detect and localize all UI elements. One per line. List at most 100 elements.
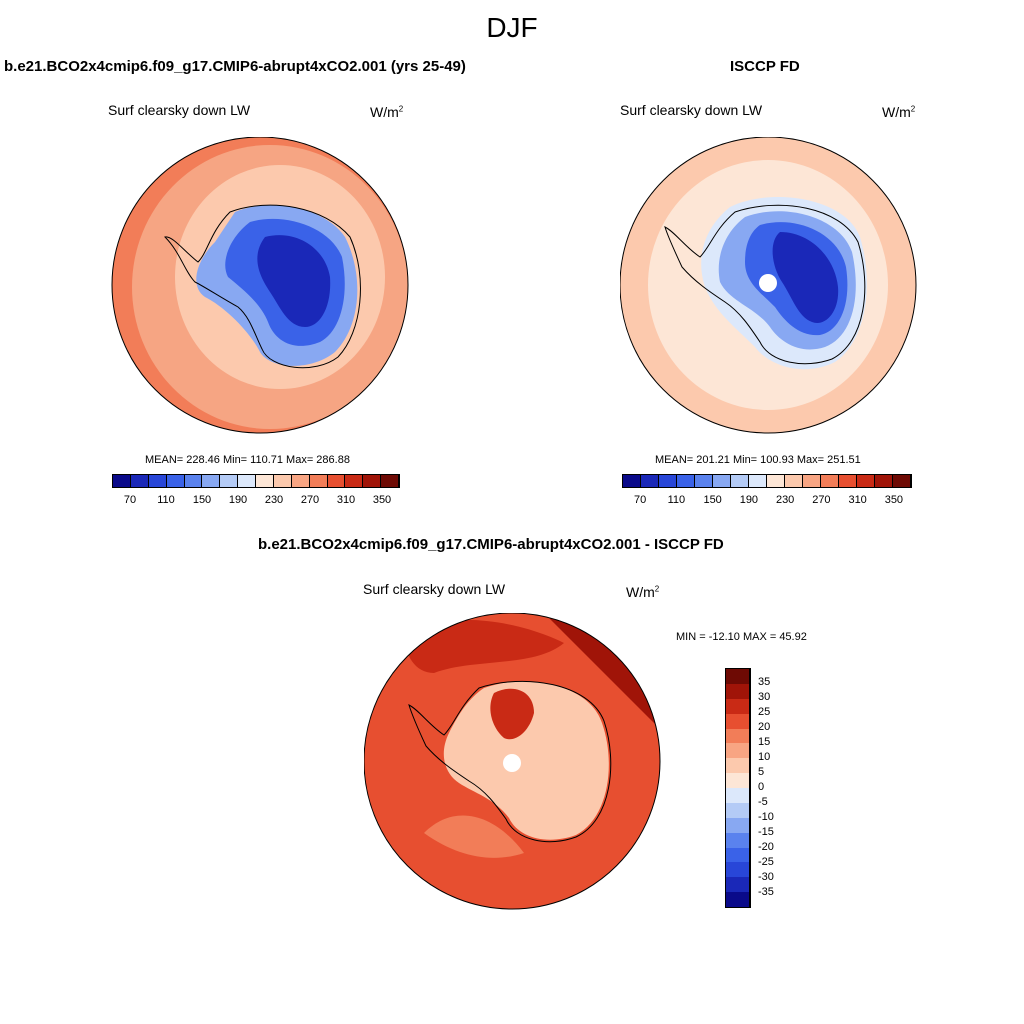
obs-map-border (620, 137, 917, 434)
model-stats: MEAN= 228.46 Min= 110.71 Max= 286.88 (145, 454, 350, 466)
obs-colorbar-swatch (641, 475, 659, 487)
diff-colorbar-swatch (726, 802, 750, 818)
obs-colorbar-swatch (857, 475, 875, 487)
model-colorbar-tick-label: 70 (123, 494, 137, 506)
model-colorbar-tick-label: 310 (336, 494, 356, 506)
diff-colorbar-swatch (726, 698, 750, 714)
model-colorbar (112, 474, 400, 488)
diff-colorbar-swatch (726, 743, 750, 759)
obs-colorbar-swatch (713, 475, 731, 487)
diff-colorbar-swatch (726, 847, 750, 863)
diff-colorbar-tick-label: -5 (758, 796, 768, 808)
model-colorbar-tick-label: 230 (264, 494, 284, 506)
model-colorbar-swatch (148, 475, 167, 487)
diff-colorbar-swatch (726, 832, 750, 848)
diff-minmax: MIN = -12.10 MAX = 45.92 (676, 631, 807, 643)
diff-ice (443, 681, 609, 840)
diff-coastline (408, 680, 612, 843)
diff-units-label: W/m2 (626, 584, 660, 600)
obs-colorbar-tick-label: 270 (812, 494, 831, 506)
diff-colorbar-tick-label: 35 (758, 676, 771, 688)
obs-colorbar-swatch (623, 475, 641, 487)
diff-colorbar-swatch (726, 817, 750, 833)
obs-panel-title: ISCCP FD (730, 58, 800, 75)
model-colorbar-swatch (220, 475, 239, 487)
model-colorbar-swatch (273, 475, 292, 487)
model-colorbar-swatch (256, 475, 274, 487)
model-coastline (164, 204, 361, 369)
diff-colorbar-tick-label: -20 (758, 841, 774, 853)
obs-colorbar-swatch (767, 475, 785, 487)
model-colorbar-swatch (309, 475, 328, 487)
obs-colorbar-swatch (821, 475, 839, 487)
model-variable-label: Surf clearsky down LW (108, 102, 251, 118)
obs-polar-map (620, 137, 917, 434)
diff-colorbar-tick-label: -25 (758, 856, 774, 868)
obs-colorbar-swatch (659, 475, 677, 487)
diff-colorbar-swatch (726, 773, 750, 788)
obs-colorbar-tick-label: 190 (739, 494, 759, 506)
obs-colorbar-tick-label: 350 (884, 494, 904, 506)
diff-pole-hole (503, 754, 521, 772)
obs-colorbar-swatch (749, 475, 767, 487)
diff-colorbar-tick-label: -10 (758, 811, 774, 823)
model-colorbar-tick-label: 190 (228, 494, 248, 506)
diff-colorbar-tick-label: 30 (758, 691, 771, 703)
diff-colorbar-tick-label: 10 (758, 751, 771, 763)
obs-colorbar-swatch (839, 475, 857, 487)
model-colorbar-tick-label: 350 (372, 494, 392, 506)
model-colorbar-swatch (184, 475, 203, 487)
diff-colorbar-swatch (726, 683, 750, 699)
model-colorbar-tick-label: 270 (300, 494, 320, 506)
model-colorbar-swatch (130, 475, 149, 487)
diff-variable-label: Surf clearsky down LW (363, 581, 506, 597)
obs-colorbar-swatch (677, 475, 695, 487)
model-panel-title: b.e21.BCO2x4cmip6.f09_g17.CMIP6-abrupt4x… (4, 58, 466, 75)
obs-colorbar-tick-label: 110 (667, 494, 686, 506)
diff-colorbar-tick-label: 15 (758, 736, 771, 748)
diff-colorbar-tick-label: -15 (758, 826, 774, 838)
diff-colorbar (725, 668, 751, 908)
diff-colorbar-swatch (726, 862, 750, 878)
obs-colorbar-swatch (803, 475, 821, 487)
diff-colorbar-swatch (726, 713, 750, 729)
model-colorbar-swatch (238, 475, 256, 487)
diff-panel-title: b.e21.BCO2x4cmip6.f09_g17.CMIP6-abrupt4x… (258, 536, 724, 553)
diff-field-light (424, 815, 524, 858)
model-colorbar-swatch (381, 475, 399, 487)
model-colorbar-tick-label: 110 (157, 494, 175, 506)
model-colorbar-swatch (166, 475, 185, 487)
diff-colorbar-tick-label: -30 (758, 871, 774, 883)
obs-variable-label: Surf clearsky down LW (620, 102, 763, 118)
model-colorbar-swatch (363, 475, 382, 487)
model-colorbar-swatch (345, 475, 364, 487)
diff-colorbar-swatch (726, 877, 750, 893)
obs-colorbar-swatch (695, 475, 713, 487)
obs-units-label: W/m2 (882, 104, 916, 120)
obs-colorbar-swatch (731, 475, 749, 487)
diff-colorbar-swatch (726, 788, 750, 803)
diff-colorbar-tick-label: 5 (758, 766, 765, 778)
obs-colorbar (622, 474, 912, 488)
model-colorbar-tick-label: 150 (192, 494, 212, 506)
diff-colorbar-swatch (726, 728, 750, 744)
model-colorbar-swatch (113, 475, 131, 487)
diff-colorbar-swatch (726, 669, 750, 684)
model-colorbar-swatch (202, 475, 221, 487)
diff-colorbar-tick-label: 25 (758, 706, 771, 718)
diff-colorbar-tick-label: 20 (758, 721, 771, 733)
diff-map-border (364, 613, 661, 910)
obs-colorbar-swatch (875, 475, 893, 487)
diff-field-dark (404, 619, 564, 673)
model-units-label: W/m2 (370, 104, 404, 120)
diff-colorbar-swatch (726, 758, 750, 774)
obs-pole-hole (759, 274, 777, 292)
obs-colorbar-tick-label: 230 (775, 494, 795, 506)
diff-polar-map (364, 613, 661, 910)
diff-colorbar-swatch (726, 892, 750, 907)
diff-ice-dark-patch (490, 688, 534, 740)
model-polar-map (111, 137, 409, 434)
obs-colorbar-tick-label: 150 (703, 494, 722, 506)
season-title: DJF (486, 12, 538, 43)
model-map-border (111, 137, 409, 434)
